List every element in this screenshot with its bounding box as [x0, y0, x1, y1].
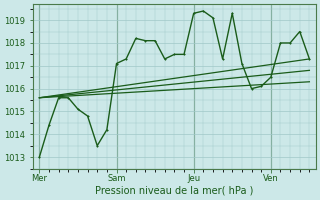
X-axis label: Pression niveau de la mer( hPa ): Pression niveau de la mer( hPa ): [95, 186, 253, 196]
